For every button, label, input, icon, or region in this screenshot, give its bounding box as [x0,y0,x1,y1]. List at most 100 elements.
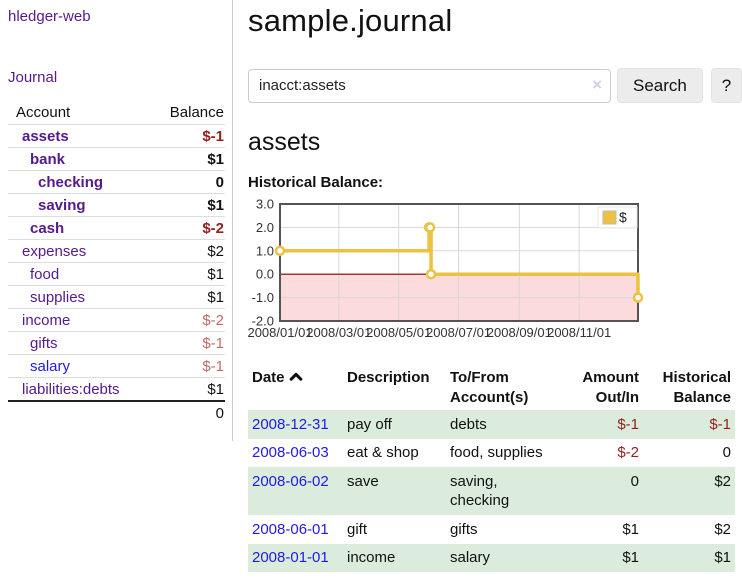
transaction-date-link[interactable]: 2008-12-31 [252,415,329,433]
page-title: sample.journal [248,3,453,38]
register-row: 2008-12-31 pay off debts $-1 $-1 [248,410,735,439]
search-button[interactable]: Search [617,68,703,103]
description-column-header: Description [347,369,430,386]
transaction-balance: $2 [714,472,731,490]
transaction-balance: $1 [714,549,731,566]
account-table-header: Account Balance [8,101,225,125]
account-column-header: Account [16,104,71,121]
account-row-checking: checking 0 [8,170,225,194]
transaction-accounts: salary [450,549,491,566]
help-button[interactable]: ? [710,68,742,103]
transaction-balance: $2 [714,520,731,538]
transaction-amount: $-2 [617,444,639,461]
account-total-balance: 0 [146,400,225,424]
account-row-food: food $1 [8,262,225,286]
transaction-accounts: debts [450,415,487,433]
account-balance: $1 [146,193,225,217]
historical-balance-chart: $3.0 2.0 1.0 0.0 -1.0 -2.0 2008/01/01 2008/03/0… [247,197,742,348]
account-link-food[interactable]: food [30,265,60,283]
account-balance: 0 [146,170,225,194]
account-balance: $-1 [146,354,225,378]
svg-text:0.0: 0.0 [256,267,274,282]
account-link-income[interactable]: income [22,311,71,329]
account-row-salary: salary $-1 [8,354,225,378]
account-link-salary[interactable]: salary [30,357,71,375]
account-link-assets[interactable]: assets [22,127,69,145]
svg-text:2008/01/01: 2008/01/01 [248,325,313,340]
register-table: Date Description To/From Account(s) Amou… [248,365,735,572]
svg-text:2008/07/01: 2008/07/01 [426,325,491,340]
svg-text:2008/09/01: 2008/09/01 [487,325,552,340]
account-balance: $1 [146,262,225,286]
balance-chart-svg: $3.0 2.0 1.0 0.0 -1.0 -2.02008/01/012008/03/0… [247,197,644,340]
account-link-gifts[interactable]: gifts [30,334,58,352]
chart-title: Historical Balance: [248,174,384,191]
svg-text:2008/05/01: 2008/05/01 [366,325,431,340]
transaction-description: income [347,549,396,566]
amount-column-header: Amount Out/In [582,369,639,406]
account-balance: $1 [146,285,225,309]
account-row-assets: assets $-1 [8,124,225,148]
balance-column-header: Balance [169,104,224,121]
account-balance-table: Account Balance assets $-1 bank $1 check… [8,101,225,424]
transaction-amount: 0 [630,472,639,490]
transaction-amount: $1 [622,549,639,566]
account-row-gifts: gifts $-1 [8,331,225,355]
svg-text:2.0: 2.0 [256,220,274,235]
search-input-wrapper: × [248,68,611,103]
date-column-header[interactable]: Date [248,365,343,410]
clear-search-icon[interactable]: × [592,74,602,94]
register-row: 2008-06-03 eat & shop food, supplies $-2… [248,439,735,468]
register-row: 2008-06-02 save saving, checking 0 $2 [248,467,735,515]
svg-text:2008/11/01: 2008/11/01 [547,325,611,340]
transaction-description: gift [347,520,368,538]
account-link-liabilities-debts[interactable]: liabilities:debts [22,380,120,398]
register-header-row: Date Description To/From Account(s) Amou… [248,365,735,410]
transaction-balance: 0 [722,444,731,461]
account-link-bank[interactable]: bank [30,150,66,168]
transaction-balance: $-1 [709,415,731,433]
transaction-accounts: gifts [450,520,478,538]
account-row-liabilities-debts: liabilities:debts $1 [8,377,225,401]
account-link-saving[interactable]: saving [38,196,86,214]
transaction-date-link[interactable]: 2008-01-01 [252,549,329,566]
account-balance: $-1 [146,331,225,355]
sidebar: hledger-web Journal Account Balance asse… [0,0,233,441]
account-link-checking[interactable]: checking [38,173,104,191]
svg-text:$: $ [619,209,627,225]
account-row-cash: cash $-2 [8,216,225,240]
account-link-expenses[interactable]: expenses [22,242,87,260]
register-row: 2008-06-01 gift gifts $1 $2 [248,515,735,544]
transaction-date-link[interactable]: 2008-06-02 [252,472,329,490]
account-row-expenses: expenses $2 [8,239,225,263]
search-input[interactable] [248,68,611,103]
account-balance: $1 [146,147,225,171]
account-balance: $1 [146,377,225,401]
account-total-row: 0 [8,400,225,424]
svg-text:2008/03/01: 2008/03/01 [306,325,371,340]
account-row-income: income $-2 [8,308,225,332]
balance-column-header: Historical Balance [662,369,731,406]
account-link-supplies[interactable]: supplies [30,288,86,306]
tofrom-column-header: To/From Account(s) [450,369,529,406]
account-balance: $-1 [146,124,225,148]
transaction-description: save [347,472,379,490]
svg-text:-1.0: -1.0 [252,290,274,305]
sidebar-item-journal[interactable]: Journal [8,69,58,86]
account-balance: $-2 [146,216,225,240]
transaction-description: pay off [347,415,392,433]
sort-ascending-icon [289,368,303,388]
account-row-bank: bank $1 [8,147,225,171]
transaction-amount: $-1 [617,415,639,433]
transaction-accounts: food, supplies [450,444,543,461]
main-content: sample.journal × Search ? assets Histori… [247,0,742,572]
account-balance: $2 [146,239,225,263]
transaction-amount: $1 [622,520,639,538]
transaction-date-link[interactable]: 2008-06-03 [252,444,329,461]
transaction-date-link[interactable]: 2008-06-01 [252,520,329,538]
register-row: 2008-01-01 income salary $1 $1 [248,543,735,572]
svg-text:3.0: 3.0 [256,198,274,212]
account-row-supplies: supplies $1 [8,285,225,309]
account-link-cash[interactable]: cash [30,219,65,237]
app-title-link[interactable]: hledger-web [8,8,91,25]
